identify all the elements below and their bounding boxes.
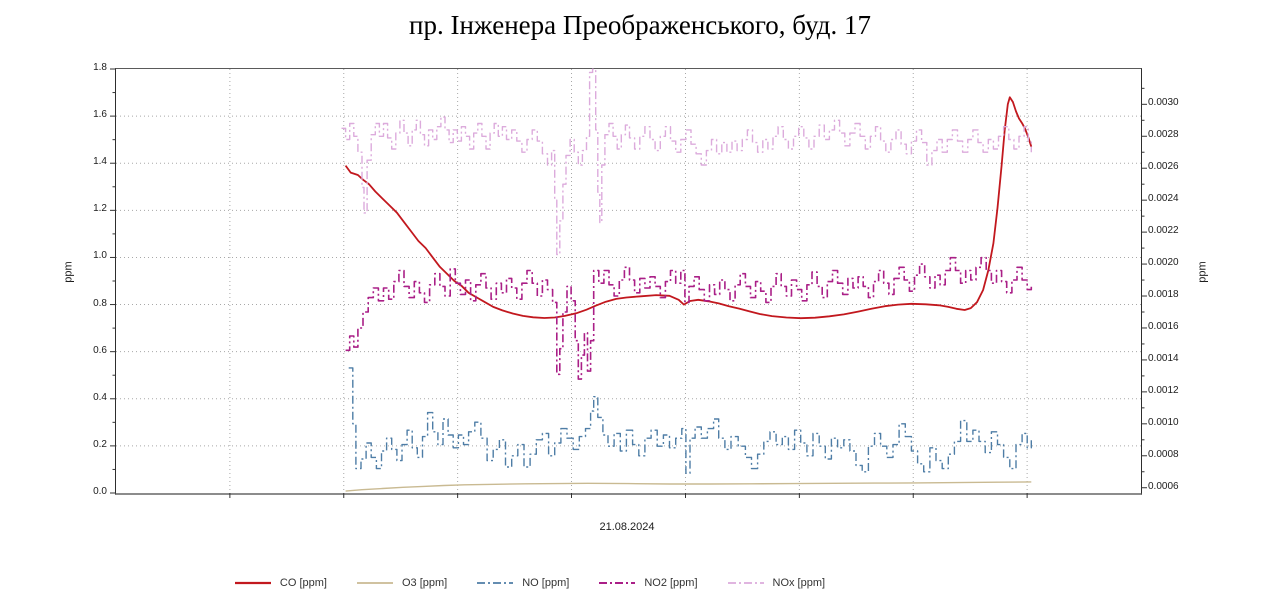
- legend-label-NO2: NO2 [ppm]: [644, 577, 698, 589]
- right-tick-label: 0.0008: [1148, 448, 1179, 460]
- legend-item-NOx: NOx [ppm]: [727, 577, 826, 589]
- plot-area: [110, 68, 1147, 498]
- left-tick-label: 1.6: [93, 109, 107, 121]
- left-axis-unit-label: ppm: [62, 261, 75, 283]
- left-tick-label: 1.0: [93, 250, 107, 262]
- left-tick-label: 0.6: [93, 344, 107, 356]
- left-tick-label: 1.2: [93, 203, 107, 215]
- right-tick-label: 0.0022: [1148, 225, 1179, 237]
- right-tick-label: 0.0014: [1148, 352, 1179, 364]
- left-tick-label: 1.4: [93, 156, 107, 168]
- left-tick-label: 0.8: [93, 297, 107, 309]
- legend-swatch-NO: [477, 582, 514, 584]
- legend-item-NO: NO [ppm]: [477, 577, 569, 589]
- x-axis-date-label: 21.08.2024: [599, 521, 655, 533]
- series-NO2-line: [345, 256, 1033, 380]
- legend-swatch-O3: [356, 582, 393, 584]
- series-NOx-line: [341, 68, 1032, 256]
- legend-swatch-NOx: [727, 582, 764, 584]
- left-tick-label: 0.4: [93, 391, 107, 403]
- legend-item-CO: CO [ppm]: [234, 577, 327, 589]
- legend-label-CO: CO [ppm]: [279, 577, 327, 589]
- right-tick-label: 0.0010: [1148, 416, 1179, 428]
- series-NO-line: [348, 367, 1032, 474]
- chart-canvas: [110, 68, 1147, 498]
- left-tick-label: 0.2: [93, 438, 107, 450]
- legend-swatch-CO: [234, 581, 271, 585]
- right-tick-label: 0.0030: [1148, 97, 1179, 109]
- series-O3-line: [345, 481, 1032, 492]
- legend-label-NOx: NOx [ppm]: [772, 577, 826, 589]
- chart-title: пр. Інженера Преображенського, буд. 17: [409, 10, 871, 40]
- legend-item-NO2: NO2 [ppm]: [599, 577, 698, 589]
- right-tick-label: 0.0016: [1148, 320, 1179, 332]
- legend-label-NO: NO [ppm]: [522, 577, 570, 589]
- right-tick-label: 0.0020: [1148, 257, 1179, 269]
- right-tick-label: 0.0012: [1148, 384, 1179, 396]
- legend-swatch-NO2: [599, 582, 636, 584]
- left-tick-label: 1.8: [93, 62, 107, 73]
- right-tick-label: 0.0028: [1148, 129, 1179, 141]
- right-tick-label: 0.0006: [1148, 480, 1179, 492]
- right-axis-unit-label: ppm: [1196, 261, 1209, 283]
- legend: CO [ppm] O3 [ppm] NO [ppm] NO2 [ppm] NOx [pp…: [0, 577, 1060, 589]
- legend-item-O3: O3 [ppm]: [356, 577, 448, 589]
- right-tick-label: 0.0026: [1148, 161, 1179, 173]
- legend-label-O3: O3 [ppm]: [401, 577, 448, 589]
- series-CO-line: [344, 96, 1033, 320]
- right-tick-label: 0.0024: [1148, 193, 1179, 205]
- left-tick-label: 0.0: [93, 486, 107, 497]
- right-tick-label: 0.0018: [1148, 289, 1179, 301]
